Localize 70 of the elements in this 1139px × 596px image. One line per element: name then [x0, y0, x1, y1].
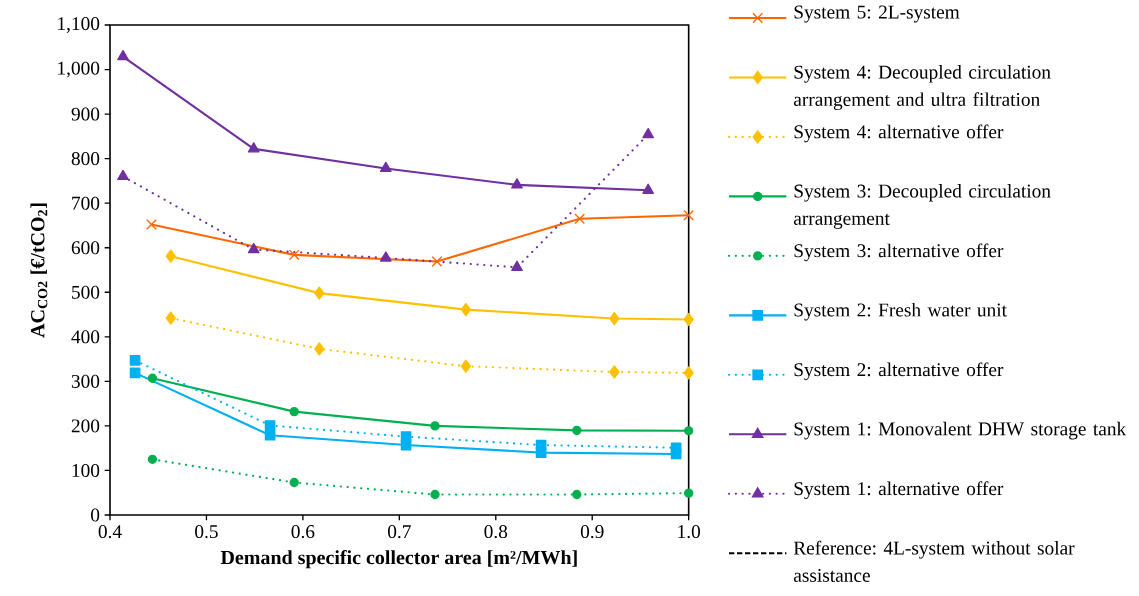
legend-label: System 3: Decoupled circulation arrangement	[793, 183, 1051, 229]
point	[146, 219, 157, 230]
point	[460, 359, 472, 373]
legend-label: System 2: alternative offer	[794, 362, 1004, 381]
x-tick-label: 1.0	[678, 524, 701, 539]
y-tick-label: 600	[71, 241, 100, 255]
point	[400, 431, 412, 442]
y-tick-label: 300	[71, 374, 100, 388]
point	[147, 373, 158, 383]
point	[129, 354, 141, 366]
x-tick-label: 0.4	[98, 524, 122, 539]
point	[379, 161, 392, 172]
point	[609, 311, 620, 326]
y-axis-title: AC$_{CO2}$ [€/tCO$_{2}$]	[30, 203, 48, 338]
point	[247, 242, 260, 254]
legend-label: System 4: alternative offer	[794, 124, 1004, 143]
point	[314, 342, 325, 356]
point	[684, 488, 694, 498]
point	[430, 421, 440, 431]
point	[683, 366, 694, 380]
point	[574, 213, 586, 224]
x-tick-label: 0.6	[291, 524, 315, 539]
legend-label: System 4: Decoupled circulation arrangement and ultra filtration	[793, 64, 1051, 110]
point	[117, 169, 129, 180]
point	[642, 127, 655, 139]
point	[511, 260, 523, 271]
point	[670, 442, 682, 453]
point	[683, 209, 695, 221]
legend-label: System 3: alternative offer	[794, 243, 1004, 262]
point	[289, 406, 299, 417]
point	[683, 312, 694, 326]
y-tick-label: 1,100	[58, 16, 100, 33]
point	[264, 419, 276, 431]
y-tick-label: 100	[72, 463, 100, 477]
x-axis-title: Demand specific collector area [m²/MWh]	[220, 549, 577, 569]
x-tick-label: 0.5	[195, 524, 218, 539]
point	[684, 425, 694, 436]
point	[117, 49, 129, 61]
point	[165, 249, 176, 263]
point	[572, 489, 582, 500]
x-tick-label: 0.9	[580, 524, 604, 539]
y-tick-label: 1,000	[58, 61, 100, 78]
point	[460, 302, 472, 317]
legend-label: System 2: Fresh water unit	[794, 302, 1007, 321]
x-tick-label: 0.8	[484, 524, 508, 539]
point	[572, 425, 582, 435]
point	[511, 178, 523, 189]
point	[314, 286, 325, 300]
legend-label: System 1: Monovalent DHW storage tank	[794, 421, 1127, 440]
y-tick-label: 400	[71, 330, 100, 344]
point	[642, 183, 655, 194]
y-tick-label: 700	[72, 196, 100, 210]
point	[609, 365, 620, 379]
point	[430, 489, 440, 500]
point	[147, 454, 158, 464]
point	[431, 256, 443, 267]
x-tick-label: 0.7	[387, 524, 411, 539]
point	[165, 311, 176, 325]
y-tick-label: 0	[91, 508, 100, 522]
point	[288, 249, 300, 261]
y-tick-label: 900	[71, 107, 100, 121]
y-tick-label: 500	[72, 285, 100, 299]
y-tick-label: 800	[71, 151, 100, 165]
legend-label: System 1: alternative offer	[794, 481, 1004, 499]
legend-label: Reference: 4L-system without solar assistance	[793, 540, 1075, 582]
legend-label: System 5: 2L-system	[794, 5, 960, 23]
y-tick-label: 200	[71, 419, 100, 433]
point	[289, 477, 299, 487]
point	[379, 251, 392, 262]
point	[247, 142, 260, 153]
